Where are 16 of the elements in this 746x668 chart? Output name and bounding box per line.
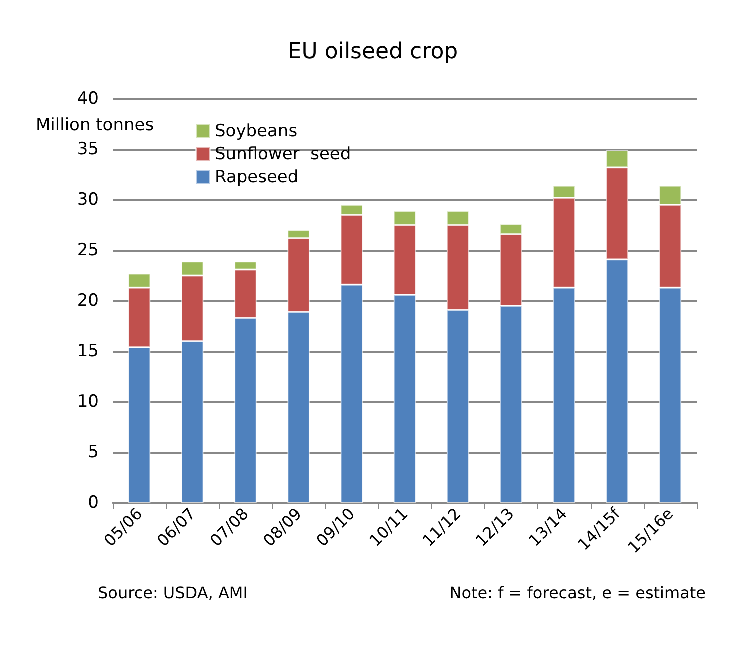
text: Note: f = forecast, e = estimate (450, 584, 706, 602)
y-tick-label: 15 (77, 342, 99, 362)
y-tick-label: 30 (77, 190, 99, 210)
y-tick-label: 25 (77, 240, 99, 260)
y-axis-title: Million tonnes (36, 116, 154, 136)
legend-label: Rapeseed (215, 168, 299, 188)
legend-label: Sunflower seed (215, 144, 352, 164)
y-tick-label: 20 (77, 291, 99, 311)
y-tick-label: 35 (77, 140, 99, 160)
y-tick-label: 0 (88, 493, 99, 513)
y-tick-label: 40 (77, 89, 99, 109)
source-note: Source: USDA, AMI (98, 584, 248, 602)
chart-title: EU oilseed crop (288, 40, 458, 64)
legend-label: Soybeans (215, 122, 298, 142)
y-tick-label: 10 (77, 392, 99, 412)
y-tick-label: 5 (88, 442, 99, 462)
